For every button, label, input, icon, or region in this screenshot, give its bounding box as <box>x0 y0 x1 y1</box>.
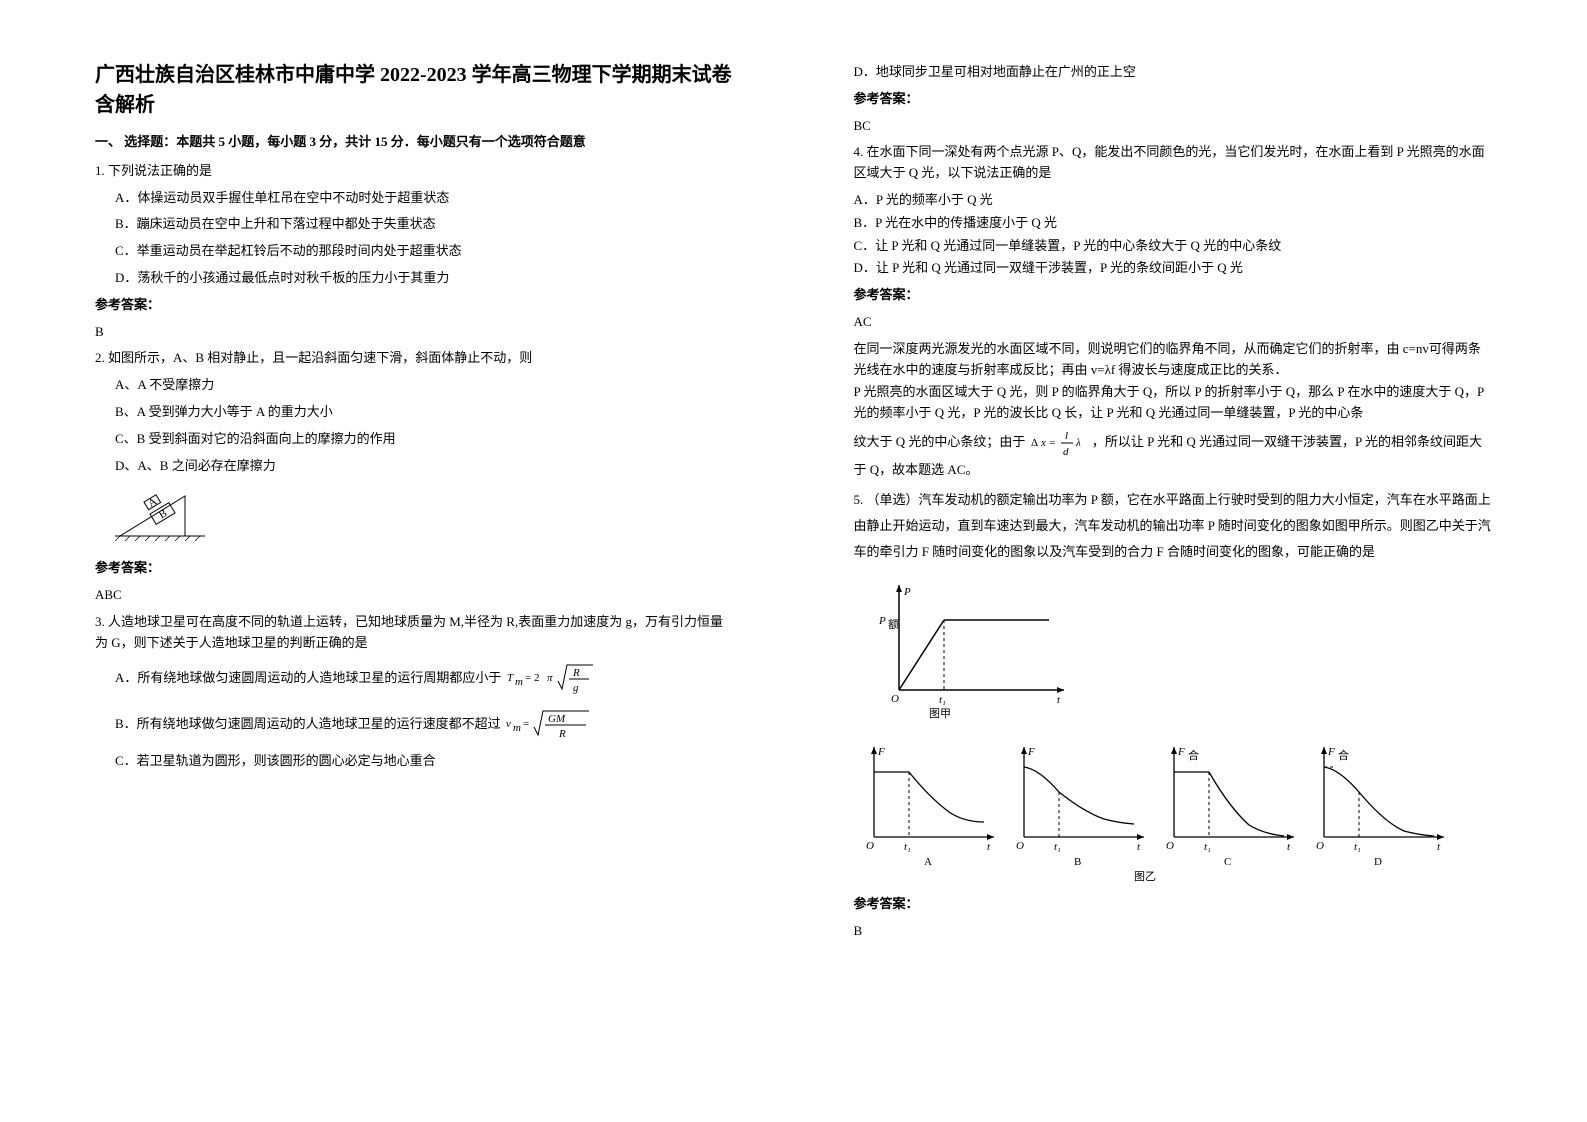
svg-text:P: P <box>903 586 911 598</box>
q1-option-d: D．荡秋千的小孩通过最低点时对秋千板的压力小于其重力 <box>115 268 734 289</box>
q2-diagram: B A <box>115 486 734 548</box>
svg-text:GM: GM <box>548 713 566 725</box>
svg-text:t: t <box>1137 841 1141 853</box>
svg-text:图乙: 图乙 <box>1134 870 1156 882</box>
svg-text:λ: λ <box>1075 437 1081 449</box>
svg-text:O: O <box>1316 840 1324 852</box>
svg-text:F: F <box>877 746 885 758</box>
svg-text:m: m <box>513 722 521 734</box>
q4-explain3-pre: 纹大于 Q 光的中心条纹；由于 <box>854 434 1026 449</box>
svg-text:B: B <box>1074 856 1081 868</box>
q4-option-a: A．P 光的频率小于 Q 光 <box>854 190 1493 211</box>
q2-option-c: C、B 受到斜面对它的沿斜面向上的摩擦力的作用 <box>115 429 734 450</box>
q1-option-c: C．举重运动员在举起杠铃后不动的那段时间内处于超重状态 <box>115 241 734 262</box>
q3-option-b-text: B．所有绕地球做匀速圆周运动的人造地球卫星的运行速度都不超过 <box>115 716 501 731</box>
q3-option-d: D．地球同步卫星可相对地面静止在广州的正上空 <box>854 62 1493 83</box>
svg-text:合: 合 <box>1338 748 1349 762</box>
q3-answer: BC <box>854 116 1493 137</box>
svg-text:C: C <box>1224 856 1231 868</box>
svg-text:t: t <box>987 841 991 853</box>
q3-option-c: C．若卫星轨道为圆形，则该圆形的圆心必定与地心重合 <box>115 751 734 772</box>
q1-answer-label: 参考答案： <box>95 295 734 316</box>
q1-option-b: B．蹦床运动员在空中上升和下落过程中都处于失重状态 <box>115 214 734 235</box>
q3-option-a: A．所有绕地球做匀速圆周运动的人造地球卫星的运行周期都应小于 T m = 2 π… <box>115 659 734 699</box>
svg-text:F: F <box>1177 746 1185 758</box>
q2-option-d: D、A、B 之间必存在摩擦力 <box>115 456 734 477</box>
svg-text:t: t <box>1057 694 1061 706</box>
svg-text:F: F <box>1327 746 1335 758</box>
svg-text:O: O <box>1166 840 1174 852</box>
svg-text:t: t <box>1287 841 1291 853</box>
q3-stem: 3. 人造地球卫星可在高度不同的轨道上运转，已知地球质量为 M,半径为 R,表面… <box>95 612 734 654</box>
q5-answer-label: 参考答案： <box>854 894 1493 915</box>
q1-stem: 1. 下列说法正确的是 <box>95 161 734 182</box>
q2-answer-label: 参考答案： <box>95 558 734 579</box>
svg-text:m: m <box>515 676 523 688</box>
svg-text:图甲: 图甲 <box>929 707 951 720</box>
section-1-header: 一、 选择题：本题共 5 小题，每小题 3 分，共计 15 分．每小题只有一个选… <box>95 132 734 153</box>
q4-option-c: C．让 P 光和 Q 光通过同一单缝装置，P 光的中心条纹大于 Q 光的中心条纹 <box>854 236 1493 257</box>
svg-text:T: T <box>507 672 514 684</box>
q1-option-a: A．体操运动员双手握住单杠吊在空中不动时处于超重状态 <box>115 188 734 209</box>
q4-answer: AC <box>854 312 1493 333</box>
q4-formula: Δ x = l d λ <box>1029 426 1089 460</box>
q3-option-a-text: A．所有绕地球做匀速圆周运动的人造地球卫星的运行周期都应小于 <box>115 670 501 685</box>
q5-chart-jia: P P 额 O t₁ t 图甲 <box>874 575 1493 727</box>
q4-stem: 4. 在水面下同一深处有两个点光源 P、Q，能发出不同颜色的光，当它们发光时，在… <box>854 142 1493 184</box>
svg-text:t₁: t₁ <box>1204 841 1211 853</box>
q2-option-a: A、A 不受摩擦力 <box>115 375 734 396</box>
q4-option-b: B．P 光在水中的传播速度小于 Q 光 <box>854 213 1493 234</box>
svg-text:g: g <box>573 682 579 694</box>
svg-text:v: v <box>506 718 511 730</box>
svg-text:P: P <box>878 615 886 627</box>
q4-explanation-2: P 光照亮的水面区域大于 Q 光，则 P 的临界角大于 Q，所以 P 的折射率小… <box>854 382 1493 424</box>
svg-text:=: = <box>523 718 529 730</box>
q3-answer-label: 参考答案： <box>854 89 1493 110</box>
q4-explanation-3: 纹大于 Q 光的中心条纹；由于 Δ x = l d λ ，所以让 P 光和 Q … <box>854 426 1493 481</box>
svg-text:t₁: t₁ <box>939 694 946 706</box>
right-column: D．地球同步卫星可相对地面静止在广州的正上空 参考答案： BC 4. 在水面下同… <box>794 0 1587 1122</box>
q3-formula-a: T m = 2 π R g <box>505 659 595 699</box>
q2-option-b: B、A 受到弹力大小等于 A 的重力大小 <box>115 402 734 423</box>
q5-chart-yi: F O t₁ t A F O t₁ t B <box>854 737 1493 889</box>
left-column: 广西壮族自治区桂林市中庸中学 2022-2023 学年高三物理下学期期末试卷含解… <box>0 0 794 1122</box>
q4-explanation-1: 在同一深度两光源发光的水面区域不同，则说明它们的临界角不同，从而确定它们的折射率… <box>854 339 1493 381</box>
svg-text:= 2: = 2 <box>525 672 539 684</box>
svg-text:B: B <box>157 508 169 522</box>
q5-stem: 5. （单选）汽车发动机的额定输出功率为 P 额，它在水平路面上行驶时受到的阻力… <box>854 487 1493 565</box>
svg-text:O: O <box>866 840 874 852</box>
svg-text:合: 合 <box>1188 748 1199 762</box>
svg-text:Δ: Δ <box>1031 437 1038 449</box>
q2-stem: 2. 如图所示，A、B 相对静止，且一起沿斜面匀速下滑，斜面体静止不动，则 <box>95 348 734 369</box>
q3-formula-b: v m = GM R <box>504 705 594 745</box>
svg-text:t₁: t₁ <box>1054 841 1061 853</box>
svg-text:O: O <box>891 693 899 705</box>
q5-answer: B <box>854 921 1493 942</box>
svg-text:A: A <box>924 856 932 868</box>
svg-text:O: O <box>1016 840 1024 852</box>
svg-text:d: d <box>1063 446 1069 458</box>
svg-text:R: R <box>572 667 580 679</box>
svg-text:l: l <box>1065 430 1068 442</box>
svg-text:t₁: t₁ <box>1354 841 1361 853</box>
svg-text:t₁: t₁ <box>904 841 911 853</box>
svg-text:π: π <box>547 672 553 684</box>
svg-text:x =: x = <box>1040 437 1056 449</box>
q3-option-b: B．所有绕地球做匀速圆周运动的人造地球卫星的运行速度都不超过 v m = GM … <box>115 705 734 745</box>
document-title: 广西壮族自治区桂林市中庸中学 2022-2023 学年高三物理下学期期末试卷含解… <box>95 60 734 120</box>
svg-text:D: D <box>1374 856 1382 868</box>
q1-answer: B <box>95 322 734 343</box>
svg-text:R: R <box>558 728 566 740</box>
svg-text:额: 额 <box>888 618 899 631</box>
q4-option-d: D．让 P 光和 Q 光通过同一双缝干涉装置，P 光的条纹间距小于 Q 光 <box>854 258 1493 279</box>
svg-text:F: F <box>1027 746 1035 758</box>
q4-answer-label: 参考答案： <box>854 285 1493 306</box>
svg-text:t: t <box>1437 841 1441 853</box>
q2-answer: ABC <box>95 585 734 606</box>
